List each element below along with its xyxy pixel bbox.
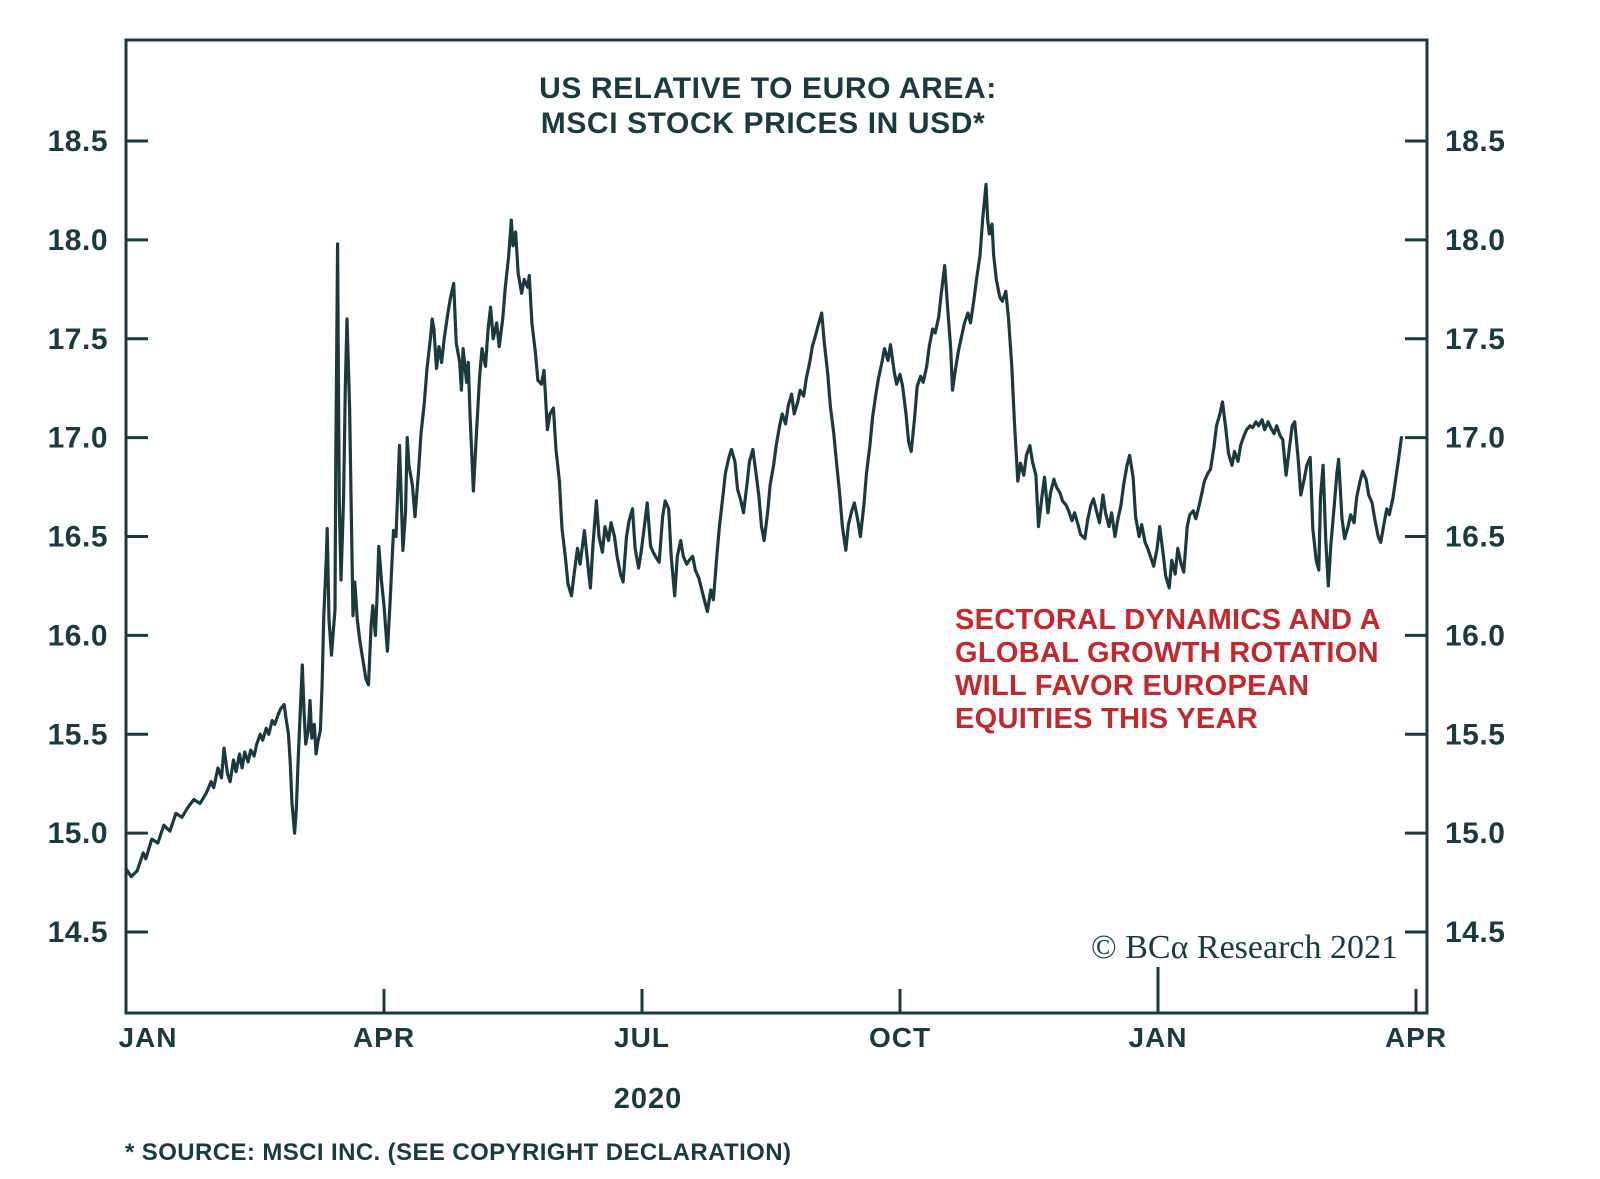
y-axis-left: 14.5 15.0 15.5 16.0 16.5 17.0 17.5 18.0 18.5 [48, 125, 148, 949]
y-tick-label-right: 17.5 [1445, 323, 1505, 356]
y-tick-label-left: 17.0 [48, 422, 108, 455]
y-tick-label-left: 16.5 [48, 521, 108, 554]
y-tick-label-right: 15.5 [1445, 718, 1505, 751]
annotation-line-4: EQUITIES THIS YEAR [955, 703, 1258, 735]
x-axis-year-label: 2020 [614, 1083, 683, 1115]
chart-frame [124, 38, 1429, 1015]
y-tick-label-right: 16.5 [1445, 521, 1505, 554]
annotation-line-3: WILL FAVOR EUROPEAN [955, 670, 1309, 702]
y-tick-label-right: 15.0 [1445, 817, 1505, 850]
y-tick-label-right: 17.0 [1445, 422, 1505, 455]
y-tick-label-left: 14.5 [48, 916, 108, 949]
annotation-line-1: SECTORAL DYNAMICS AND A [955, 604, 1381, 636]
y-tick-label-left: 16.0 [48, 619, 108, 652]
y-axis-right: 14.5 15.0 15.5 16.0 16.5 17.0 17.5 18.0 18.5 [1405, 125, 1505, 949]
y-tick-label-left: 17.5 [48, 323, 108, 356]
chart-title-line-2: MSCI STOCK PRICES IN USD* [541, 107, 986, 140]
x-tick-label-jan: JAN [118, 1022, 177, 1053]
bca-research-watermark: © BCα Research 2021 [1091, 929, 1398, 966]
y-tick-label-right: 14.5 [1445, 916, 1505, 949]
x-tick-label-jul: JUL [614, 1022, 670, 1053]
annotation-block: SECTORAL DYNAMICS AND A GLOBAL GROWTH RO… [955, 604, 1381, 735]
x-tick-label-oct: OCT [869, 1022, 931, 1053]
x-axis: JAN APR JUL OCT JAN APR [118, 967, 1447, 1053]
y-tick-label-left: 15.0 [48, 817, 108, 850]
y-tick-label-left: 15.5 [48, 718, 108, 751]
y-tick-label-right: 18.5 [1445, 125, 1505, 158]
series-group [124, 182, 1404, 879]
source-footnote: * SOURCE: MSCI INC. (SEE COPYRIGHT DECLA… [125, 1139, 791, 1166]
price-line [124, 182, 1404, 879]
y-tick-label-right: 16.0 [1445, 619, 1505, 652]
y-tick-label-left: 18.5 [48, 125, 108, 158]
x-tick-label-apr: APR [353, 1022, 415, 1053]
annotation-line-2: GLOBAL GROWTH ROTATION [955, 637, 1379, 669]
x-tick-label-apr: APR [1385, 1022, 1447, 1053]
y-tick-label-left: 18.0 [48, 224, 108, 257]
chart-title-line-1: US RELATIVE TO EURO AREA: [539, 72, 997, 105]
y-tick-label-right: 18.0 [1445, 224, 1505, 257]
x-tick-label-jan: JAN [1128, 1022, 1187, 1053]
